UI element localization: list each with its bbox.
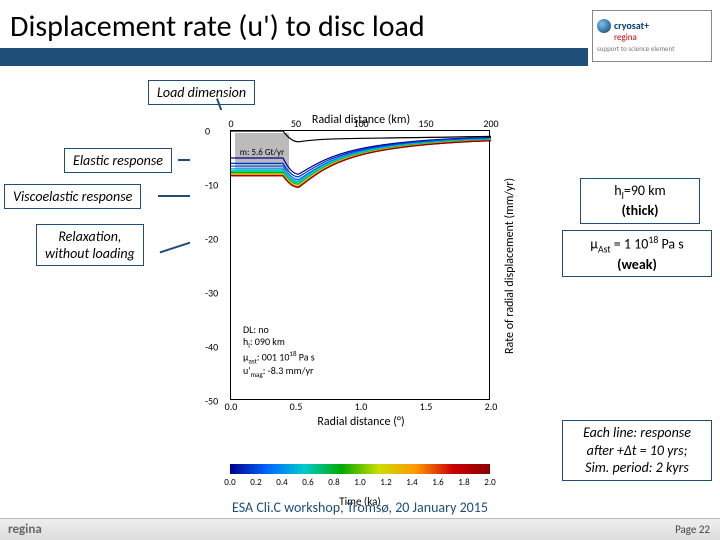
footer-page: Page 22	[675, 523, 710, 536]
footer-center: ESA Cli.C workshop, Tromsø, 20 January 2…	[0, 499, 720, 516]
label-relax: Relaxation, without loading	[36, 224, 144, 266]
ytick: -20	[205, 233, 218, 246]
logo-foot: support to science element	[597, 45, 674, 53]
ytick: -40	[205, 341, 218, 354]
colorbar-tick: 0.2	[250, 477, 261, 488]
curve-line	[231, 141, 491, 188]
xlabel-bottom: Radial distance (°)	[231, 415, 491, 429]
label-load-dimension: Load dimension	[148, 80, 255, 105]
footer-bar: regina Page 22	[0, 518, 720, 540]
curves-svg	[231, 131, 491, 401]
colorbar-tick: 0.6	[302, 477, 313, 488]
result-weak-l2: (weak)	[571, 256, 703, 274]
chart: Radial distance (km) Rate of radial disp…	[190, 110, 520, 440]
result-thick-l2: (thick)	[589, 202, 691, 220]
xtick-top: 100	[353, 117, 368, 130]
title-underbar	[0, 48, 588, 66]
colorbar-tick: 1.6	[432, 477, 443, 488]
ytick: -10	[205, 179, 218, 192]
result-note: Each line: response after +Δt = 10 yrs; …	[562, 420, 712, 481]
result-thick-l1: hl=90 km	[589, 182, 691, 202]
result-thick: hl=90 km (thick)	[580, 178, 700, 224]
logo-sub: regina	[614, 33, 637, 43]
ytick: -30	[205, 287, 218, 300]
xtick-top: 150	[418, 117, 433, 130]
ylabel-right: Rate of radial displacement (mm/yr)	[503, 131, 517, 401]
result-weak: μAst = 1 1018 Pa s (weak)	[562, 230, 712, 277]
slide-title: Displacement rate (u') to disc load	[10, 8, 425, 45]
colorbar-tick: 0.4	[276, 477, 287, 488]
colorbar-tick: 1.0	[354, 477, 365, 488]
logo-icon	[597, 19, 611, 33]
xtick-top: 0	[228, 117, 233, 130]
curve-line	[231, 140, 491, 184]
colorbar	[230, 464, 490, 474]
title-bar: Displacement rate (u') to disc load cryo…	[0, 8, 720, 64]
logo-box: cryosat+ regina support to science eleme…	[592, 10, 712, 62]
xtick-bottom: 1.0	[355, 400, 368, 413]
logo-brand: cryosat+	[614, 20, 649, 32]
xtick-bottom: 0.5	[290, 400, 303, 413]
colorbar-tick: 0.0	[224, 477, 235, 488]
curve-line	[231, 140, 491, 185]
xtick-top: 200	[483, 117, 498, 130]
label-elastic: Elastic response	[64, 148, 172, 173]
colorbar-tick: 1.2	[380, 477, 391, 488]
xtick-top: 50	[291, 117, 301, 130]
ytick: 0	[205, 125, 210, 138]
xtick-bottom: 1.5	[420, 400, 433, 413]
colorbar-tick: 0.8	[328, 477, 339, 488]
colorbar-tick: 1.8	[458, 477, 469, 488]
plot-area: Radial distance (km) Rate of radial disp…	[230, 130, 490, 400]
result-weak-l1: μAst = 1 1018 Pa s	[571, 234, 703, 256]
xtick-bottom: 0.0	[225, 400, 238, 413]
curve-line	[231, 140, 491, 185]
ytick: -50	[205, 395, 218, 408]
xtick-bottom: 2.0	[485, 400, 498, 413]
label-visco: Viscoelastic response	[4, 184, 141, 209]
footer-logo: regina	[8, 522, 42, 537]
colorbar-tick: 2.0	[484, 477, 495, 488]
colorbar-tick: 1.4	[406, 477, 417, 488]
